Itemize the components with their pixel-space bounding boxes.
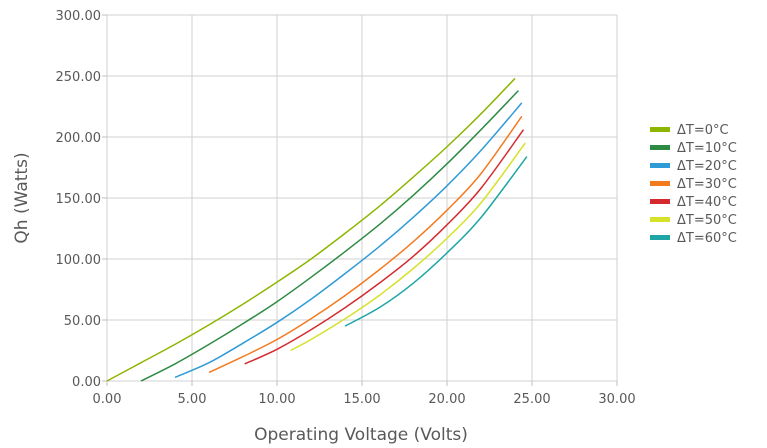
series-line-2	[174, 102, 523, 379]
x-tick-labels: 0.00 5.00 10.00 15.00 20.00 25.00 30.00	[93, 392, 636, 407]
series-line-6	[344, 156, 528, 327]
x-tick-label: 0.00	[93, 392, 122, 407]
series-line-1	[140, 90, 519, 382]
legend-swatch	[650, 163, 670, 168]
legend-label: ΔT=60°C	[677, 231, 737, 246]
legend-swatch	[650, 181, 670, 186]
series-lines	[106, 77, 528, 382]
series-line-0	[106, 77, 516, 382]
legend-label: ΔT=0°C	[677, 123, 729, 138]
grid	[102, 14, 618, 386]
y-tick-label: 100.00	[56, 253, 102, 268]
y-tick-label: 300.00	[56, 9, 102, 24]
legend-label: ΔT=20°C	[677, 159, 737, 174]
legend-swatch	[650, 145, 670, 150]
x-tick-label: 15.00	[343, 392, 380, 407]
legend-swatch	[650, 127, 670, 132]
legend-label: ΔT=50°C	[677, 213, 737, 228]
legend-swatch	[650, 199, 670, 204]
y-tick-label: 50.00	[64, 314, 101, 329]
x-tick-label: 5.00	[178, 392, 207, 407]
legend-label: ΔT=10°C	[677, 141, 737, 156]
x-axis-title: Operating Voltage (Volts)	[254, 425, 468, 445]
legend-swatch	[650, 235, 670, 240]
y-tick-label: 200.00	[56, 131, 102, 146]
y-tick-label: 150.00	[56, 192, 102, 207]
legend-label: ΔT=40°C	[677, 195, 737, 210]
x-tick-label: 30.00	[598, 392, 635, 407]
x-tick-label: 10.00	[258, 392, 295, 407]
y-tick-label: 0.00	[72, 375, 101, 390]
y-tick-labels: 0.00 50.00 100.00 150.00 200.00 250.00 300.00	[56, 9, 102, 390]
series-line-5	[290, 142, 526, 352]
y-axis-title: Qh (Watts)	[12, 152, 32, 243]
y-tick-label: 250.00	[56, 70, 102, 85]
legend: ΔT=0°C ΔT=10°C ΔT=20°C ΔT=30°C ΔT=40°C ΔT=50°…	[650, 123, 737, 246]
legend-swatch	[650, 217, 670, 222]
series-line-4	[244, 129, 525, 365]
series-line-3	[208, 115, 523, 374]
legend-label: ΔT=30°C	[677, 177, 737, 192]
x-tick-label: 25.00	[513, 392, 550, 407]
x-tick-label: 20.00	[428, 392, 465, 407]
